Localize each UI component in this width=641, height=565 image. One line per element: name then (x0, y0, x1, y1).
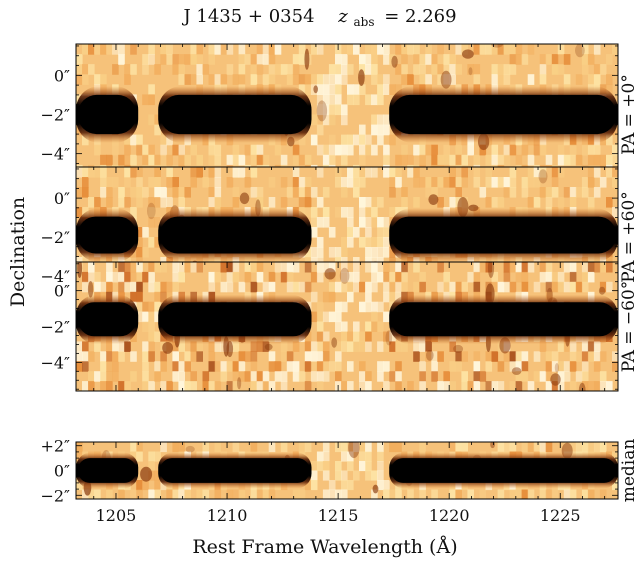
trace-segment-1 (78, 94, 137, 135)
trace-segment-2 (160, 216, 310, 254)
panel-4 (76, 442, 618, 499)
y-axis-label: Declination (7, 197, 29, 307)
y-tick-label: +2″ (40, 437, 70, 456)
trace-segment-2 (160, 302, 310, 337)
title-z-value: = 2.269 (384, 6, 456, 27)
y-tick-label: −2″ (40, 106, 70, 125)
x-tick-label: 1215 (318, 506, 359, 525)
trace-segment-1 (78, 458, 137, 483)
trace-segment-1 (78, 302, 137, 337)
panel-1 (76, 44, 618, 185)
panel-label: PA = +0° (619, 74, 639, 155)
panel-label: PA = −60° (619, 281, 639, 373)
y-tick-label: −4″ (40, 145, 70, 164)
y-tick-label: −2″ (40, 228, 70, 247)
x-tick-label: 1220 (429, 506, 470, 525)
trace-segment-2 (160, 94, 310, 135)
trace-segment-1 (78, 216, 137, 254)
y-tick-label: 0″ (54, 66, 70, 85)
y-tick-label: −2″ (40, 318, 70, 337)
trace-segment-3 (391, 458, 616, 483)
trace-segment-3 (391, 302, 616, 337)
title-object: J 1435 + 0354 (181, 6, 314, 27)
y-tick-label: 0″ (54, 462, 70, 481)
trace-segment-3 (391, 94, 616, 135)
panel-label: median (619, 439, 639, 503)
title-z-symbol: z (337, 6, 348, 27)
panel-3 (76, 262, 618, 391)
x-tick-label: 1210 (207, 506, 248, 525)
x-tick-label: 1225 (540, 506, 581, 525)
y-tick-label: −4″ (40, 267, 70, 286)
panels-group: 0″ −2″ −4″ PA = +0° 0″ −2″ −4″ PA = +60° 0″ −2″ −4… (40, 43, 639, 525)
panel-label: PA = +60° (619, 191, 639, 283)
x-axis-label: Rest Frame Wavelength (Å) (192, 536, 457, 558)
y-tick-label: −4″ (40, 353, 70, 372)
title-z-sub: abs (353, 15, 374, 29)
chart-title: J 1435 + 0354 z abs = 2.269 (181, 6, 456, 31)
y-tick-label: 0″ (54, 282, 70, 301)
trace-segment-3 (391, 216, 616, 254)
x-tick-label: 1205 (96, 506, 137, 525)
trace-segment-2 (160, 458, 310, 483)
y-tick-label: 0″ (54, 189, 70, 208)
y-tick-label: −2″ (40, 486, 70, 505)
